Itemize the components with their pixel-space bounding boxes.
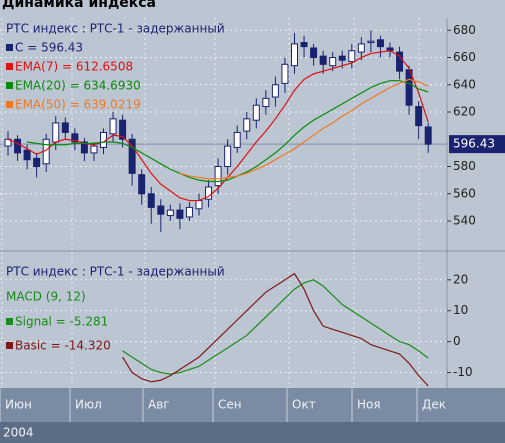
candle-body bbox=[224, 145, 232, 168]
legend-label: Basic = -14.320 bbox=[15, 339, 111, 353]
candle-body bbox=[80, 141, 88, 154]
y-tick-label: 580 bbox=[453, 159, 476, 173]
candle-body bbox=[424, 126, 432, 145]
time-axis bbox=[0, 388, 505, 422]
y-tick-label: -10 bbox=[453, 365, 473, 379]
y-tick-label: 10 bbox=[453, 303, 468, 317]
y-tick-label: 620 bbox=[453, 105, 476, 119]
legend-label: C = 596.43 bbox=[15, 41, 83, 55]
legend-swatch bbox=[6, 318, 13, 325]
panel-title: РТС индекс : РТС-1 - задержанный bbox=[6, 265, 225, 279]
candle-body bbox=[147, 193, 155, 208]
legend-swatch bbox=[6, 101, 13, 108]
y-tick-label: 0 bbox=[453, 334, 461, 348]
legend-swatch bbox=[6, 342, 13, 349]
x-tick-label: Дек bbox=[422, 398, 446, 412]
candle-body bbox=[185, 206, 193, 218]
line-series bbox=[7, 50, 429, 202]
candle-body bbox=[243, 118, 251, 132]
candle-body bbox=[138, 174, 146, 195]
legend-label: EMA(7) = 612.6508 bbox=[15, 60, 133, 74]
legend-label: EMA(50) = 639.0219 bbox=[15, 98, 141, 112]
candle-body bbox=[415, 106, 423, 127]
y-tick-label: 640 bbox=[453, 77, 476, 91]
candle-body bbox=[128, 138, 136, 174]
candle-body bbox=[214, 166, 222, 187]
candle-body bbox=[252, 104, 260, 121]
x-tick-label: Авг bbox=[148, 398, 170, 412]
candle-body bbox=[319, 55, 327, 65]
line-series bbox=[179, 78, 429, 180]
x-tick-label: Июн bbox=[5, 398, 32, 412]
candle-body bbox=[300, 42, 308, 48]
y-tick-label: 660 bbox=[453, 50, 476, 64]
x-tick-label: Июл bbox=[75, 398, 102, 412]
candle-body bbox=[310, 47, 318, 59]
year-row bbox=[0, 422, 505, 443]
candle-body bbox=[396, 51, 404, 72]
candle-body bbox=[109, 118, 117, 135]
legend-swatch bbox=[6, 82, 13, 89]
candle-body bbox=[90, 145, 98, 154]
line-series bbox=[27, 80, 429, 183]
panel-subtitle: MACD (9, 12) bbox=[6, 290, 86, 304]
legend-label: EMA(20) = 634.6930 bbox=[15, 79, 141, 93]
y-tick-label: 20 bbox=[453, 272, 468, 286]
candle-body bbox=[357, 43, 365, 53]
legend-label: Signal = -5.281 bbox=[15, 315, 108, 329]
y-tick-label: 560 bbox=[453, 186, 476, 200]
candle-body bbox=[281, 63, 289, 84]
x-tick-label: Окт bbox=[292, 398, 316, 412]
x-tick-label: Сен bbox=[218, 398, 242, 412]
candle-body bbox=[348, 50, 356, 63]
legend-swatch bbox=[6, 44, 13, 51]
candle-body bbox=[195, 200, 203, 210]
candle-body bbox=[329, 57, 337, 67]
line-series bbox=[122, 272, 429, 387]
candle-body bbox=[271, 84, 279, 98]
candle-body bbox=[14, 138, 22, 154]
candle-body bbox=[61, 122, 69, 133]
year-label: 2004 bbox=[3, 426, 34, 440]
header: Динамика индекса bbox=[2, 0, 156, 11]
candle-body bbox=[33, 157, 41, 168]
candle-body bbox=[71, 133, 79, 143]
candle-body bbox=[52, 122, 60, 143]
candle-body bbox=[157, 205, 165, 215]
candle-body bbox=[166, 209, 174, 217]
candle-body bbox=[291, 43, 298, 67]
candle-body bbox=[233, 131, 241, 148]
last-price-box bbox=[449, 135, 505, 154]
candle-body bbox=[205, 186, 213, 200]
candle-body bbox=[262, 97, 270, 108]
candle-body bbox=[376, 39, 384, 48]
y-tick-label: 540 bbox=[453, 214, 476, 228]
candle-body bbox=[176, 209, 184, 219]
candle-body bbox=[338, 55, 346, 61]
candle-body bbox=[367, 40, 375, 44]
y-tick-label: 680 bbox=[453, 23, 476, 37]
last-price-label: 596.43 bbox=[453, 137, 495, 151]
candle-body bbox=[119, 119, 127, 140]
x-tick-label: Ноя bbox=[357, 398, 381, 412]
panel-title: РТС индекс : РТС-1 - задержанный bbox=[6, 22, 225, 36]
legend-swatch bbox=[6, 63, 13, 70]
candle-body bbox=[23, 149, 31, 161]
